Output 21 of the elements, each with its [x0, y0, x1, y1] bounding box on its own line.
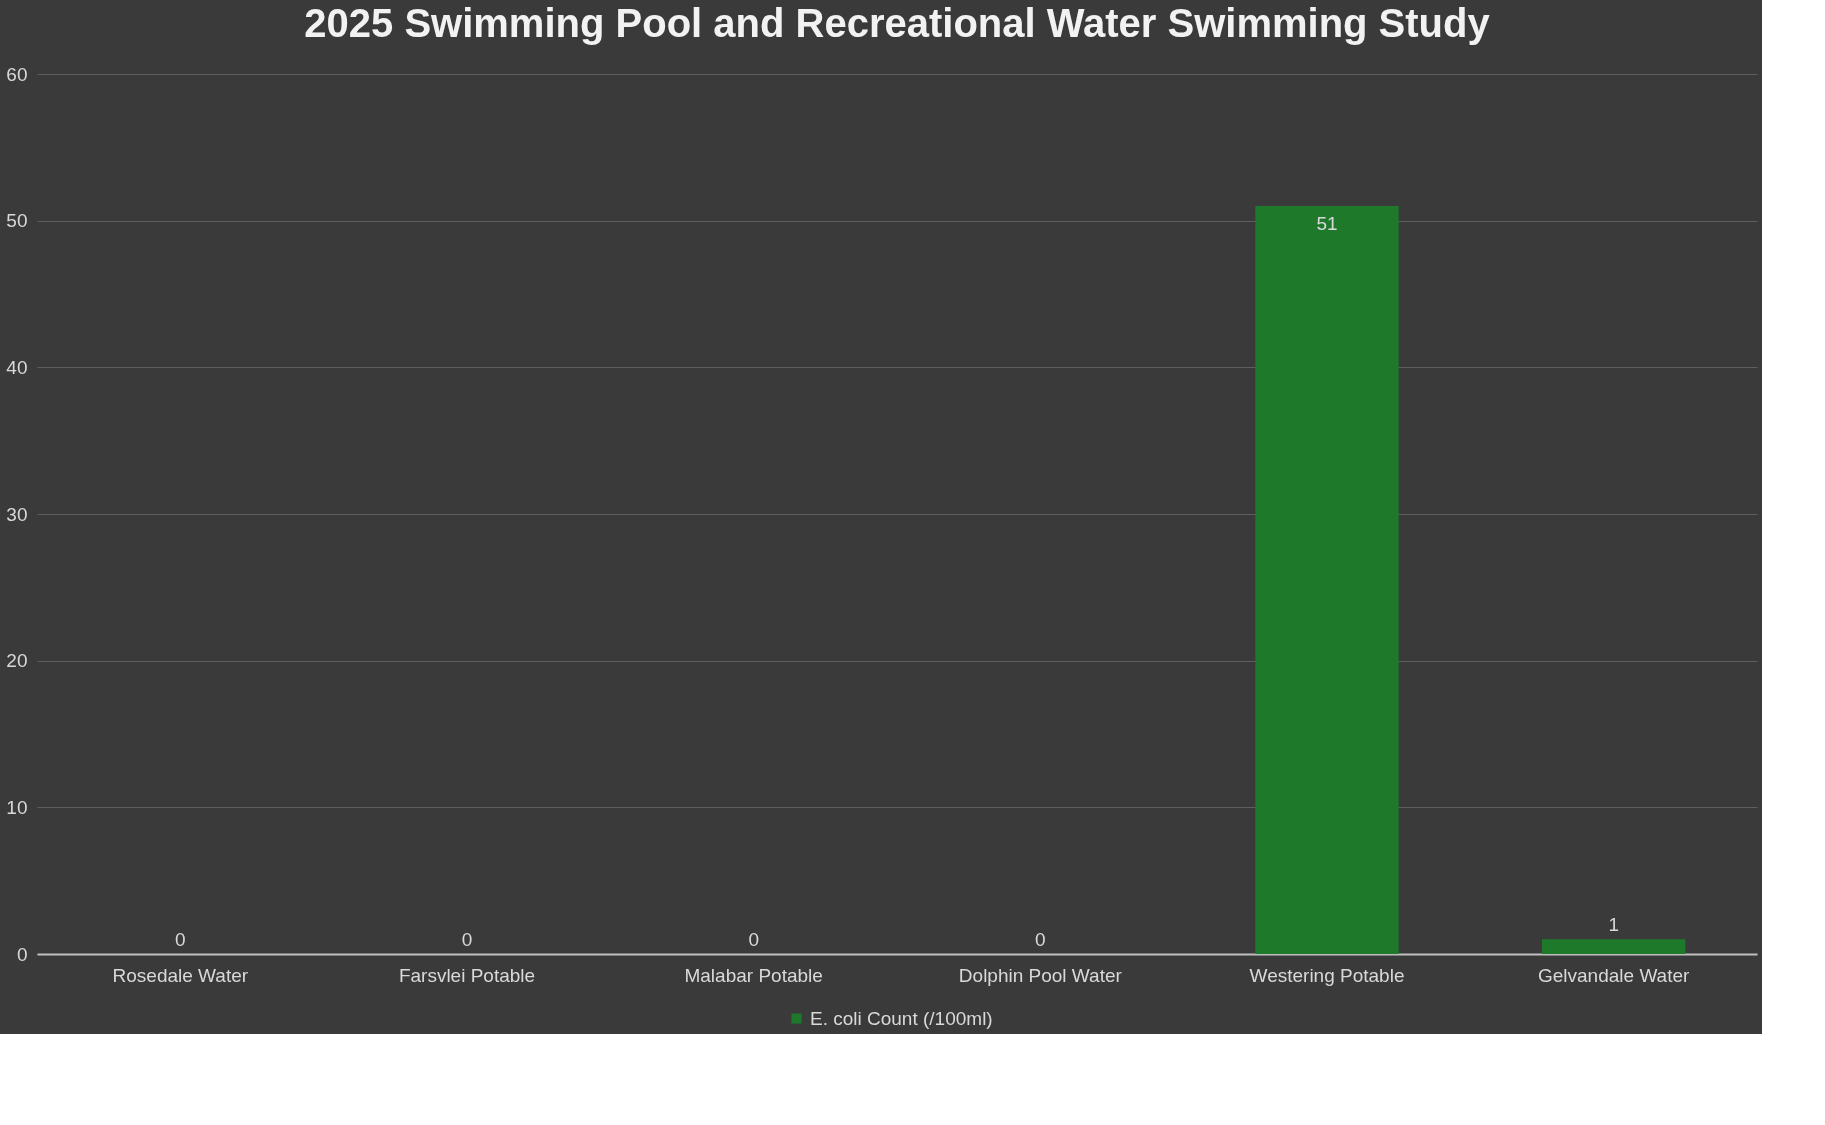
y-tick-label: 10 — [6, 796, 28, 818]
legend-label: E. coli Count (/100ml) — [810, 1007, 993, 1029]
data-label: 0 — [1035, 929, 1046, 950]
data-label: 0 — [175, 929, 186, 950]
y-tick-label: 0 — [16, 943, 28, 965]
x-tick-label: Malabar Potable — [684, 964, 823, 986]
x-tick-label: Dolphin Pool Water — [958, 964, 1123, 986]
x-tick-label: Rosedale Water — [112, 964, 249, 986]
data-label: 0 — [461, 929, 473, 950]
data-label: 51 — [1316, 213, 1338, 234]
y-tick-label: 50 — [6, 210, 28, 232]
data-label: 0 — [748, 929, 759, 950]
y-tick-label: 60 — [6, 63, 28, 85]
y-tick-label: 30 — [6, 503, 28, 525]
x-tick-label: Westering Potable — [1249, 964, 1405, 986]
y-tick-label: 20 — [6, 650, 28, 672]
data-label: 1 — [1608, 914, 1619, 936]
x-tick-label: Farsvlei Potable — [398, 964, 536, 986]
y-tick-label: 40 — [6, 356, 28, 378]
chart-title: 2025 Swimming Pool and Recreational Water Swimming Study — [304, 1, 1491, 45]
x-tick-label: Gelvandale Water — [1537, 964, 1691, 986]
